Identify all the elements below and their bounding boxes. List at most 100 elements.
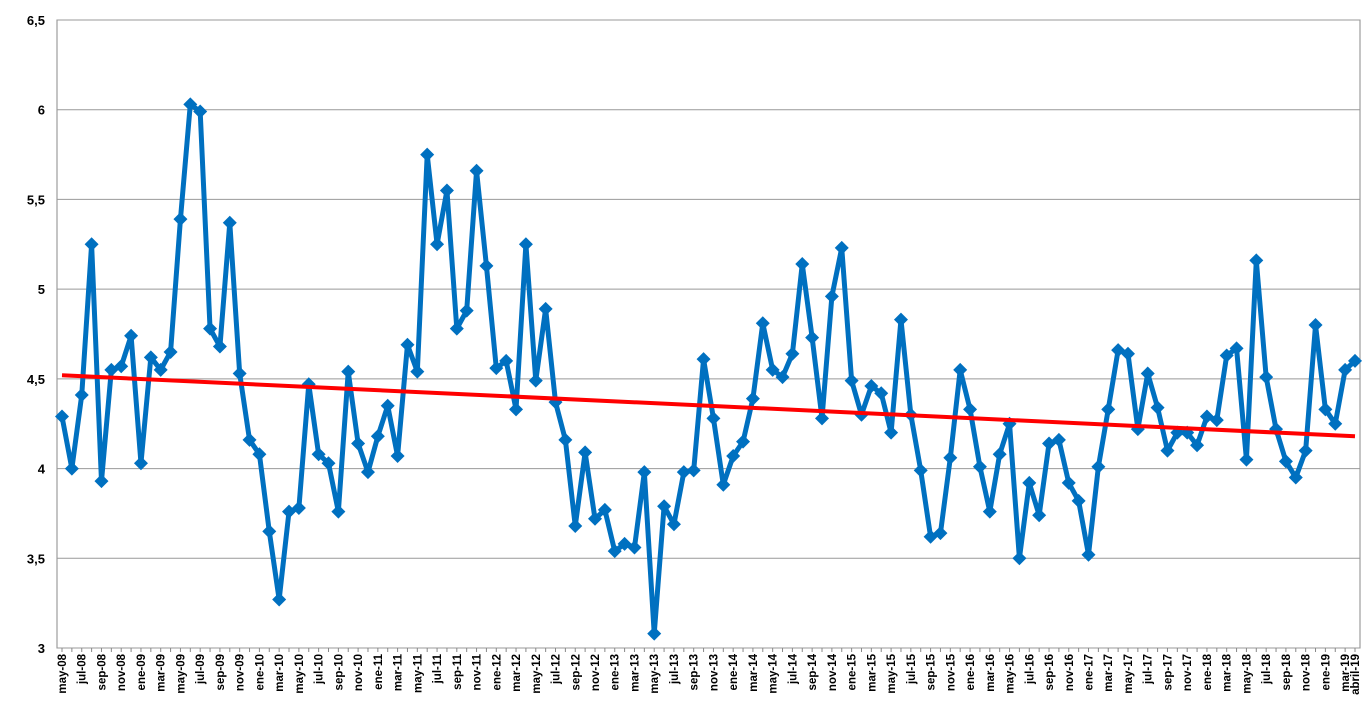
data-point xyxy=(518,237,533,252)
y-tick-label: 3,5 xyxy=(27,551,45,566)
data-point xyxy=(499,353,514,368)
x-tick-label: jul-09 xyxy=(195,654,207,685)
x-tick-label: ene-18 xyxy=(1202,653,1214,690)
x-tick-label: sep-17 xyxy=(1162,654,1174,690)
x-tick-label: nov-17 xyxy=(1182,654,1194,691)
data-point xyxy=(538,301,553,316)
data-point xyxy=(114,359,129,374)
x-tick-label: may-14 xyxy=(768,653,780,693)
y-tick-label: 6,5 xyxy=(27,13,45,28)
data-point xyxy=(173,212,188,227)
data-point xyxy=(1022,475,1037,490)
data-point xyxy=(765,362,780,377)
data-point xyxy=(272,592,287,607)
data-point xyxy=(439,183,454,198)
data-point xyxy=(775,370,790,385)
data-point xyxy=(844,373,859,388)
data-point xyxy=(360,465,375,480)
data-point xyxy=(874,386,889,401)
data-point xyxy=(1140,366,1155,381)
data-point xyxy=(193,104,208,119)
x-tick-label: sep-10 xyxy=(333,654,345,690)
x-tick-label: mar-11 xyxy=(393,653,405,691)
x-tick-label: mar-12 xyxy=(511,654,523,692)
x-tick-label: nov-09 xyxy=(235,654,247,691)
data-point xyxy=(1190,438,1205,453)
data-point xyxy=(864,379,879,394)
x-tick-label: ene-16 xyxy=(965,654,977,690)
x-tick-label: sep-18 xyxy=(1281,653,1293,690)
x-tick-label: mar-09 xyxy=(156,654,168,692)
data-point xyxy=(400,337,415,352)
trend-line xyxy=(61,373,1356,439)
x-tick-label: may-11 xyxy=(412,653,424,693)
data-point xyxy=(1249,253,1264,268)
y-tick-label: 5 xyxy=(38,282,45,297)
data-point xyxy=(1209,413,1224,428)
data-point xyxy=(953,362,968,377)
data-point xyxy=(321,456,336,471)
x-tick-label: may-10 xyxy=(294,654,306,694)
data-point xyxy=(55,409,69,424)
data-point xyxy=(657,499,672,514)
x-tick-label: ene-15 xyxy=(847,653,859,690)
x-tick-label: ene-10 xyxy=(254,654,266,690)
data-point xyxy=(1348,353,1362,368)
x-tick-label: jul-13 xyxy=(669,654,681,685)
data-point xyxy=(785,346,800,361)
data-point xyxy=(1120,346,1135,361)
data-point xyxy=(686,463,701,478)
data-point xyxy=(597,502,612,517)
data-point xyxy=(745,391,760,406)
x-tick-label: ene-19 xyxy=(1320,654,1332,690)
data-point xyxy=(982,504,997,519)
data-point xyxy=(183,97,198,112)
data-point xyxy=(893,312,908,327)
x-tick-label: ene-11 xyxy=(373,653,385,689)
x-tick-label: jul-08 xyxy=(77,653,89,685)
data-point xyxy=(232,366,247,381)
data-point xyxy=(469,163,484,178)
data-point xyxy=(1288,470,1303,485)
x-tick-label: mar-13 xyxy=(629,654,641,692)
data-point xyxy=(1298,443,1313,458)
plot-frame xyxy=(56,19,1361,649)
data-point xyxy=(133,456,148,471)
data-point xyxy=(558,432,573,447)
data-point xyxy=(390,449,405,464)
x-tick-label: jul-17 xyxy=(1143,654,1155,685)
x-tick-label: sep-14 xyxy=(807,653,819,690)
data-point xyxy=(637,465,652,480)
x-tick-label: nov-13 xyxy=(708,654,720,691)
data-point xyxy=(1061,475,1076,490)
x-tick-label: ene-17 xyxy=(1084,654,1096,690)
data-point xyxy=(1338,362,1353,377)
data-point xyxy=(528,373,543,388)
x-tick-label: jul-16 xyxy=(1024,654,1036,685)
x-tick-label: may-15 xyxy=(886,653,898,693)
x-tick-label: sep-13 xyxy=(689,654,701,690)
x-tick-label: ene-09 xyxy=(136,654,148,690)
data-point xyxy=(509,402,524,417)
data-point xyxy=(1328,416,1343,431)
data-point xyxy=(1160,443,1175,458)
data-point xyxy=(1101,402,1116,417)
data-point xyxy=(420,147,435,162)
data-point xyxy=(943,450,958,465)
data-point xyxy=(676,465,691,480)
data-point xyxy=(1219,348,1234,363)
data-point xyxy=(430,237,445,252)
x-tick-label: mar-17 xyxy=(1103,654,1115,692)
x-tick-label: mar-16 xyxy=(985,654,997,692)
data-point xyxy=(963,402,978,417)
data-point xyxy=(74,388,89,403)
y-tick-label: 4 xyxy=(38,462,46,477)
data-point xyxy=(380,398,395,413)
data-point xyxy=(370,429,385,444)
x-tick-label: ene-13 xyxy=(610,654,622,690)
data-point xyxy=(884,425,899,440)
data-point xyxy=(992,447,1007,462)
x-tick-label: nov-18 xyxy=(1301,653,1313,691)
data-point xyxy=(459,303,474,318)
